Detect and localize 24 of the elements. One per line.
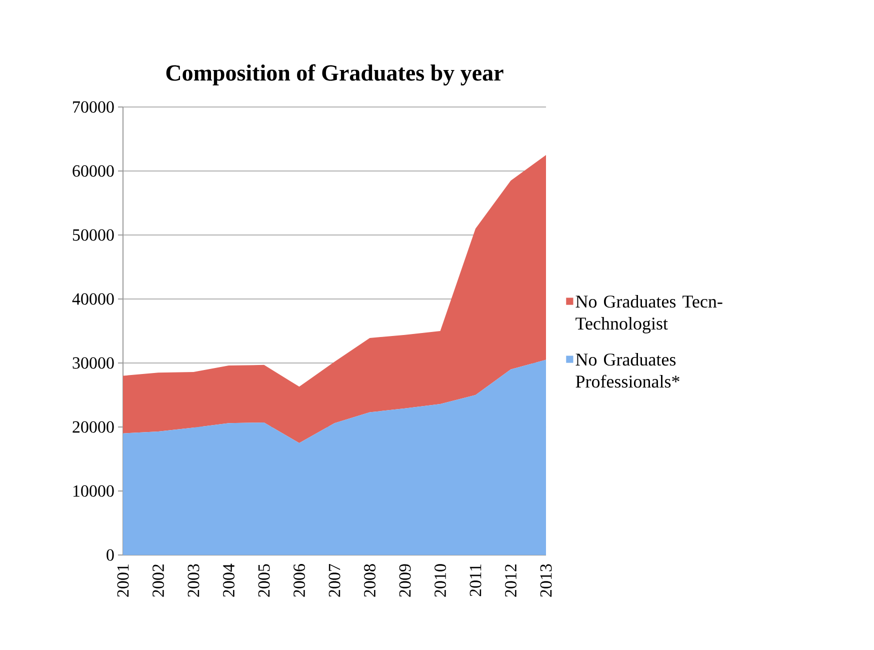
x-tick-label: 2003 xyxy=(188,564,200,597)
y-tick-label: 60000 xyxy=(72,165,114,177)
x-tick-label: 2005 xyxy=(258,564,270,597)
y-tick-label: 70000 xyxy=(73,101,114,113)
y-tick-label: 30000 xyxy=(72,357,114,369)
y-tick-label: 50000 xyxy=(72,229,114,241)
y-tick-label: 40000 xyxy=(72,293,114,305)
x-tick-label: 2012 xyxy=(505,564,516,597)
x-tick-label: 2010 xyxy=(434,564,446,597)
x-tick-label: 2002 xyxy=(152,564,164,597)
y-tick-label: 10000 xyxy=(73,485,114,497)
y-tick-label: 20000 xyxy=(72,421,114,433)
x-tick-label: 2011 xyxy=(470,564,482,596)
x-tick-label: 2004 xyxy=(223,564,234,597)
x-tick-label: 2001 xyxy=(117,564,129,597)
x-tick-label: 2008 xyxy=(364,564,376,597)
legend-label: No Graduates Professionals* xyxy=(576,352,680,388)
x-tick-label: 2007 xyxy=(328,564,340,597)
x-tick-label: 2009 xyxy=(399,564,411,597)
y-tick-label: 0 xyxy=(106,549,114,561)
x-tick-label: 2013 xyxy=(540,564,552,597)
legend-label: No Graduates Tecn-Technologist xyxy=(576,295,722,334)
chart-title: Composition of Graduates by year xyxy=(166,64,504,86)
x-tick-label: 2006 xyxy=(294,564,305,597)
